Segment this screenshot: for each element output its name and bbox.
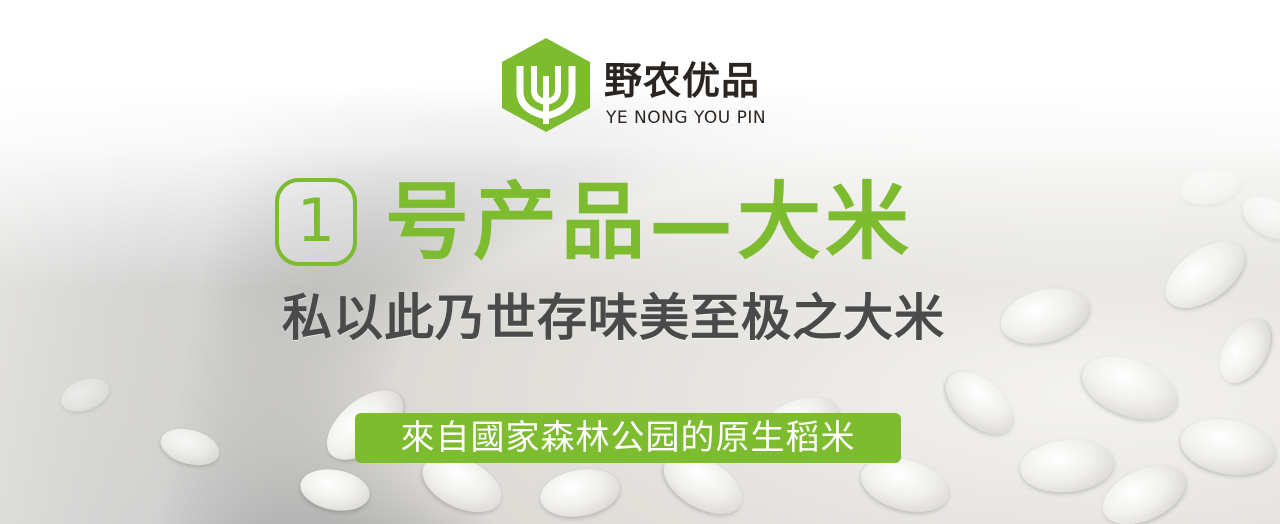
product-headline: 1 号产品—大米	[275, 172, 1005, 272]
brand-name-cn: 野农优品	[604, 59, 761, 103]
product-title: 号产品—大米	[385, 173, 914, 271]
brand-name-en: YE NONG YOU PIN	[606, 108, 767, 128]
leaf-hexagon-logo-icon	[502, 38, 590, 132]
brand-logo: 野农优品 YE NONG YOU PIN	[500, 36, 800, 136]
product-number-badge: 1	[275, 178, 357, 266]
origin-tagline-banner: 來自國家森林公园的原生稻米	[355, 413, 901, 463]
slogan-text: 私以此乃世存味美至极之大米	[282, 288, 945, 347]
